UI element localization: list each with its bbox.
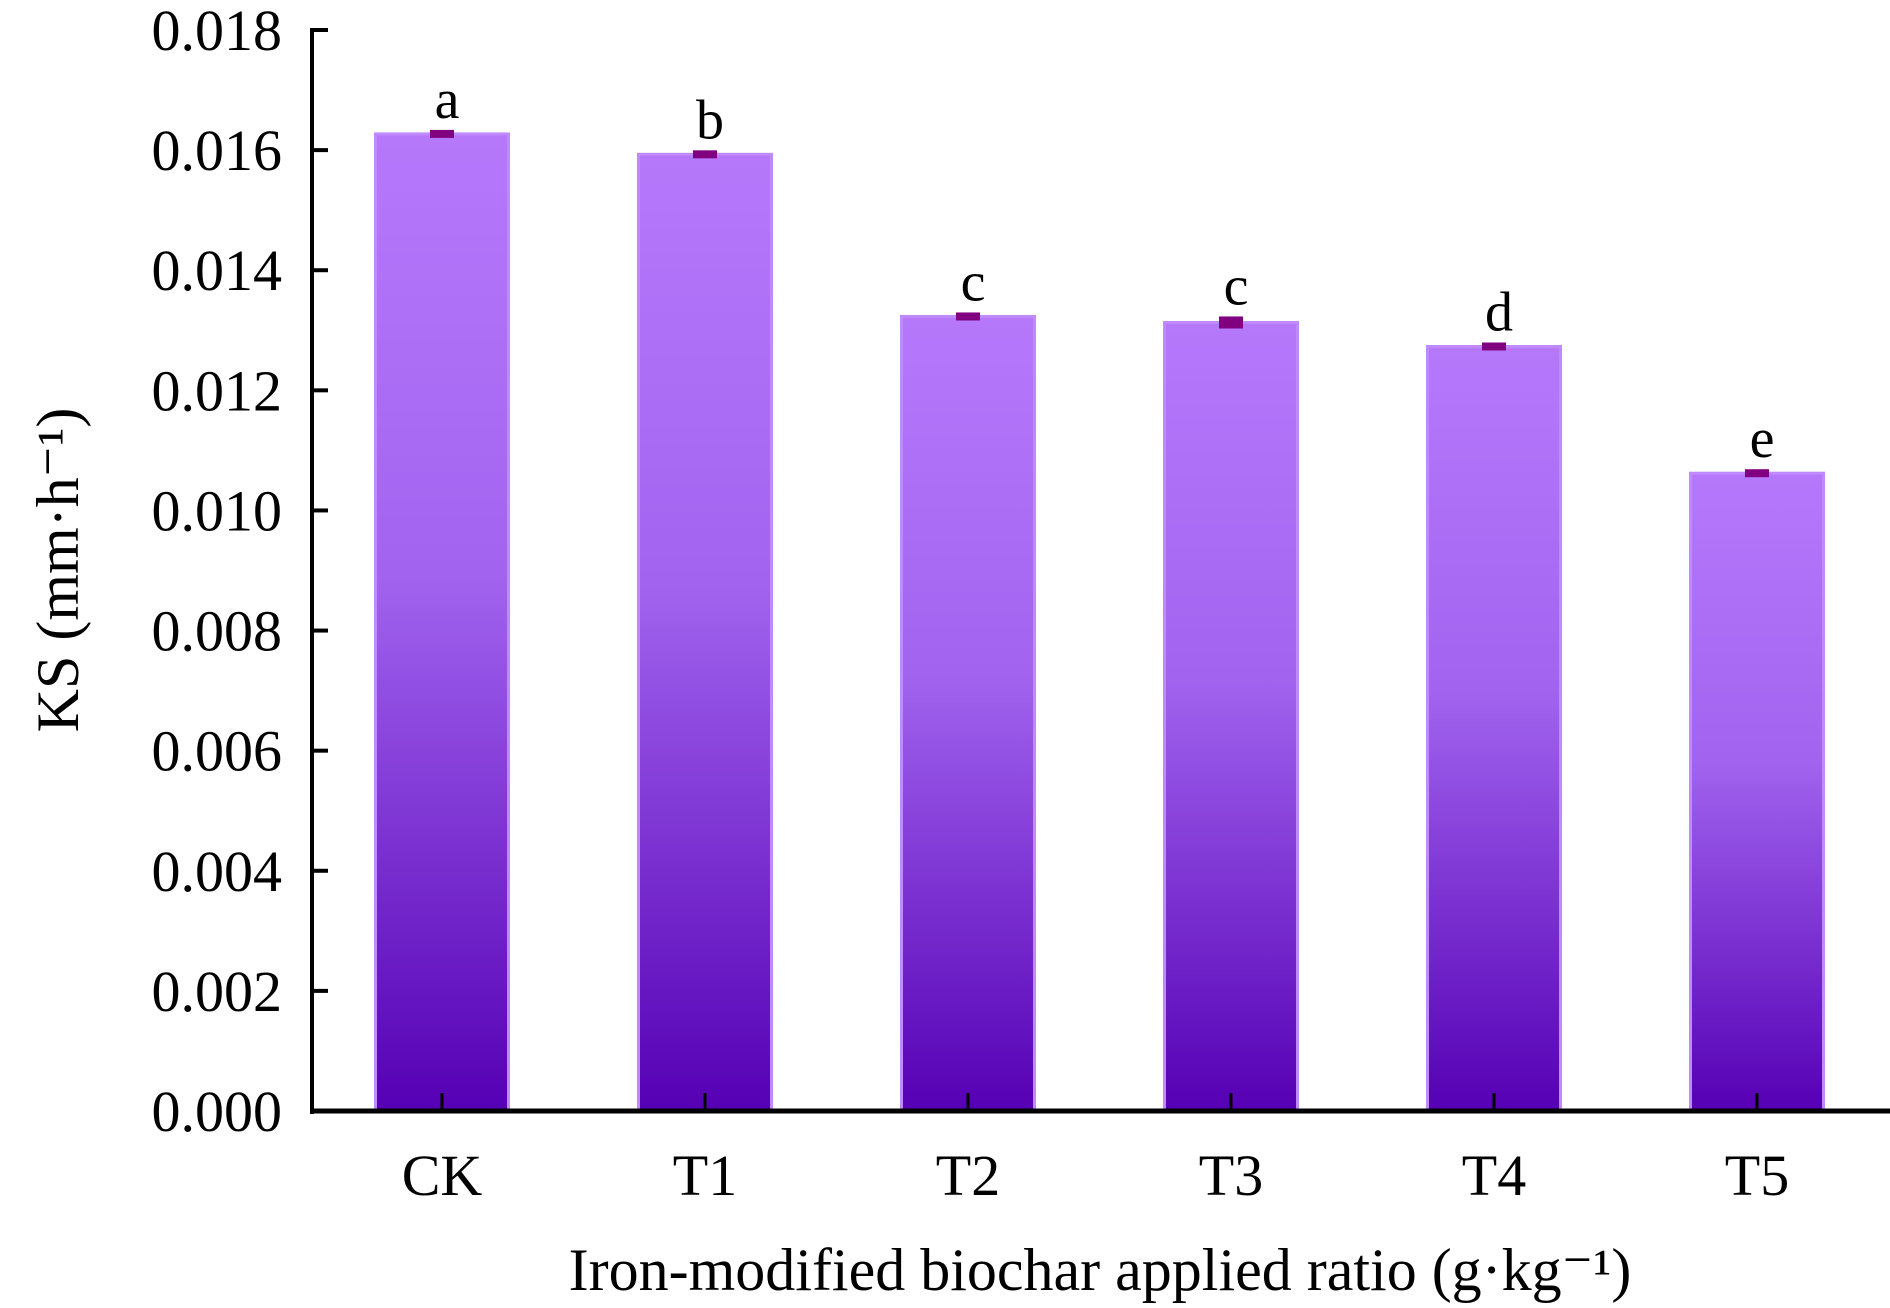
y-tick-label: 0.010 [152,478,283,543]
y-tick-label: 0.018 [152,0,283,63]
significance-letter: e [1750,408,1775,470]
error-bar-ck [430,129,454,138]
axes: CK T1 T2 T3 T4 T5 0.000 0.002 0.004 0.006 0.008 0.0… [152,0,1890,1208]
bar-t2 [900,314,1036,1113]
y-tick-label: 0.014 [152,238,283,303]
significance-letter: a [435,69,460,131]
x-tick-label: CK [402,1143,483,1208]
bar-t5 [1689,471,1825,1113]
y-tick-label: 0.002 [152,959,283,1024]
y-tick-label: 0.012 [152,358,283,423]
bar-ck [374,132,510,1113]
y-axis-label: KS (mm·h⁻¹) [25,408,91,733]
bars: a b c c d e [374,69,1825,1113]
labels: KS (mm·h⁻¹) Iron-modified biochar applie… [25,408,1631,1303]
y-tick-label: 0.008 [152,599,283,664]
bar-t3 [1163,320,1299,1113]
error-bar-t5 [1745,469,1769,478]
error-bar-t4 [1482,342,1506,351]
x-tick-label: T3 [1199,1143,1263,1208]
x-tick-label: T5 [1725,1143,1789,1208]
x-tick-label: T1 [673,1143,737,1208]
significance-letter: c [1224,255,1249,317]
error-bar-t1 [693,150,717,159]
x-axis-label: Iron-modified biochar applied ratio (g·k… [569,1237,1632,1303]
error-bar-t2 [956,312,980,321]
x-tick-label: T2 [936,1143,1000,1208]
significance-letter: c [961,251,986,313]
bar-t4 [1426,344,1562,1113]
y-tick-label: 0.000 [152,1079,283,1144]
y-tick-label: 0.004 [152,839,283,904]
significance-letter: d [1485,281,1513,343]
y-tick-label: 0.016 [152,118,283,183]
x-tick-label: T4 [1462,1143,1526,1208]
bar-t1 [637,152,773,1113]
y-tick-label: 0.006 [152,719,283,784]
significance-letter: b [696,89,724,151]
error-bar-t3 [1219,316,1243,329]
